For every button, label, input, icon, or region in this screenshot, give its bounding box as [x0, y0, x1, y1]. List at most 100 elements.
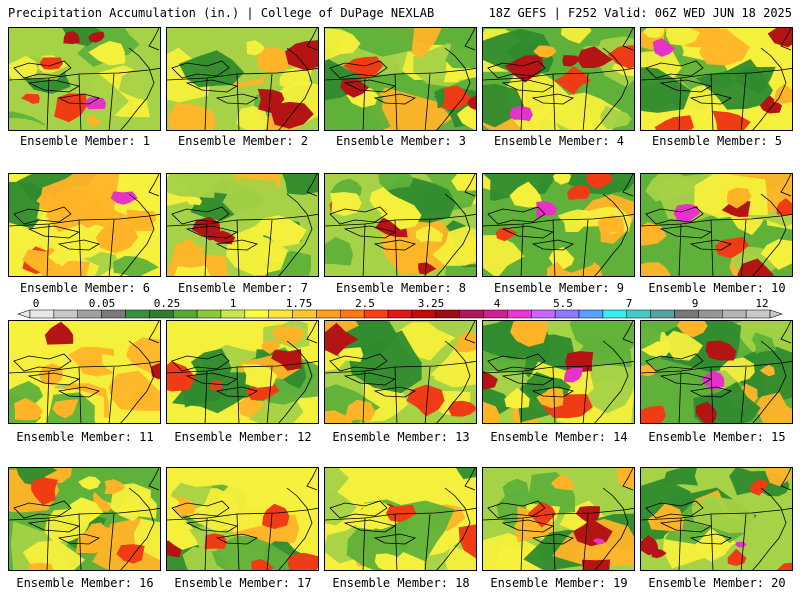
ensemble-member-map: [482, 173, 635, 277]
precip-field: [9, 174, 160, 276]
colorbar-swatch: [53, 309, 78, 319]
precip-field: [483, 468, 634, 570]
precip-field: [641, 28, 792, 130]
precip-field: [483, 321, 634, 423]
precip-field: [325, 28, 476, 130]
colorbar-swatch: [626, 309, 651, 319]
colorbar-high-arrow: [769, 309, 783, 319]
colorbar-swatch: [602, 309, 628, 319]
ensemble-member-map: [166, 173, 319, 277]
ensemble-member-label: Ensemble Member: 12: [174, 430, 312, 444]
colorbar-swatch: [196, 309, 222, 319]
ensemble-member-map: [482, 27, 635, 131]
colorbar-swatch: [220, 309, 246, 319]
ensemble-member-map: [324, 320, 477, 424]
colorbar-swatch: [554, 309, 580, 319]
ensemble-member-label: Ensemble Member: 10: [648, 281, 786, 295]
precip-field: [167, 321, 318, 423]
colorbar-swatch: [125, 309, 150, 319]
colorbar-tick-label: 9: [691, 297, 699, 310]
ensemble-member-label: Ensemble Member: 6: [19, 281, 151, 295]
colorbar-swatch: [316, 309, 341, 319]
colorbar-low-arrow: [17, 309, 31, 319]
colorbar-swatch: [459, 309, 484, 319]
colorbar-tick-label: 4: [493, 297, 501, 310]
ensemble-member-label: Ensemble Member: 5: [651, 134, 783, 148]
colorbar-swatch: [531, 309, 556, 319]
colorbar-swatch: [77, 309, 102, 319]
ensemble-member-map: [166, 27, 319, 131]
colorbar-swatch: [745, 309, 771, 319]
colorbar-swatch: [363, 309, 389, 319]
precip-field: [641, 321, 792, 423]
ensemble-member-label: Ensemble Member: 20: [648, 576, 786, 590]
colorbar-swatch: [29, 309, 55, 319]
ensemble-member-label: Ensemble Member: 1: [19, 134, 151, 148]
ensemble-member-map: [482, 467, 635, 571]
colorbar-swatch: [483, 309, 508, 319]
ensemble-member-map: [640, 173, 793, 277]
ensemble-member-map: [482, 320, 635, 424]
colorbar-tick-label: 0.05: [88, 297, 116, 310]
precip-field: [9, 321, 160, 423]
colorbar-tick-label: 1.75: [285, 297, 313, 310]
colorbar-swatch: [650, 309, 675, 319]
precip-field: [641, 468, 792, 570]
colorbar-tick-label: 12: [755, 297, 769, 310]
colorbar-graphic: [17, 309, 783, 319]
ensemble-member-label: Ensemble Member: 17: [174, 576, 312, 590]
map-title: Precipitation Accumulation (in.) | Colle…: [8, 6, 435, 20]
ensemble-member-label: Ensemble Member: 16: [16, 576, 154, 590]
ensemble-member-map: [8, 173, 161, 277]
precip-field: [325, 174, 476, 276]
colorbar-swatch: [172, 309, 198, 319]
ensemble-member-map: [166, 467, 319, 571]
ensemble-member-map: [8, 27, 161, 131]
ensemble-member-map: [324, 467, 477, 571]
precip-field: [325, 321, 476, 423]
colorbar-tick-label: 0.25: [153, 297, 181, 310]
ensemble-member-label: Ensemble Member: 3: [335, 134, 467, 148]
colorbar-swatch: [101, 309, 126, 319]
ensemble-member-map: [324, 173, 477, 277]
ensemble-member-label: Ensemble Member: 14: [490, 430, 628, 444]
ensemble-member-label: Ensemble Member: 2: [177, 134, 309, 148]
ensemble-member-map: [324, 27, 477, 131]
colorbar-swatch: [507, 309, 532, 319]
ensemble-member-label: Ensemble Member: 7: [177, 281, 309, 295]
ensemble-member-label: Ensemble Member: 15: [648, 430, 786, 444]
colorbar-swatch: [435, 309, 460, 319]
colorbar-tick-label: 3.25: [417, 297, 445, 310]
ensemble-member-map: [166, 320, 319, 424]
ensemble-member-map: [640, 27, 793, 131]
colorbar-swatch: [578, 309, 604, 319]
ensemble-member-label: Ensemble Member: 4: [493, 134, 625, 148]
precip-field: [325, 468, 476, 570]
precip-field: [167, 28, 318, 130]
colorbar-swatch: [340, 309, 365, 319]
ensemble-member-map: [8, 467, 161, 571]
precip-field: [483, 174, 634, 276]
colorbar-swatch: [244, 309, 269, 319]
colorbar-swatch: [698, 309, 723, 319]
colorbar-swatch: [292, 309, 317, 319]
ensemble-member-label: Ensemble Member: 9: [493, 281, 625, 295]
colorbar-tick-label: 7: [625, 297, 633, 310]
precip-colorbar: [0, 296, 800, 320]
model-valid-time: 18Z GEFS | F252 Valid: 06Z WED JUN 18 20…: [488, 6, 792, 20]
precip-field: [167, 468, 318, 570]
colorbar-tick-label: 5.5: [553, 297, 573, 310]
precip-field: [9, 28, 160, 130]
ensemble-member-map: [8, 320, 161, 424]
precip-field: [483, 28, 634, 130]
precip-field: [641, 174, 792, 276]
ensemble-member-map: [640, 467, 793, 571]
colorbar-tick-label: 2.5: [355, 297, 375, 310]
colorbar-tick-label: 0: [32, 297, 40, 310]
colorbar-swatch: [674, 309, 699, 319]
ensemble-member-label: Ensemble Member: 13: [332, 430, 470, 444]
colorbar-swatch: [149, 309, 174, 319]
ensemble-member-label: Ensemble Member: 18: [332, 576, 470, 590]
ensemble-member-label: Ensemble Member: 11: [16, 430, 154, 444]
colorbar-swatch: [268, 309, 293, 319]
